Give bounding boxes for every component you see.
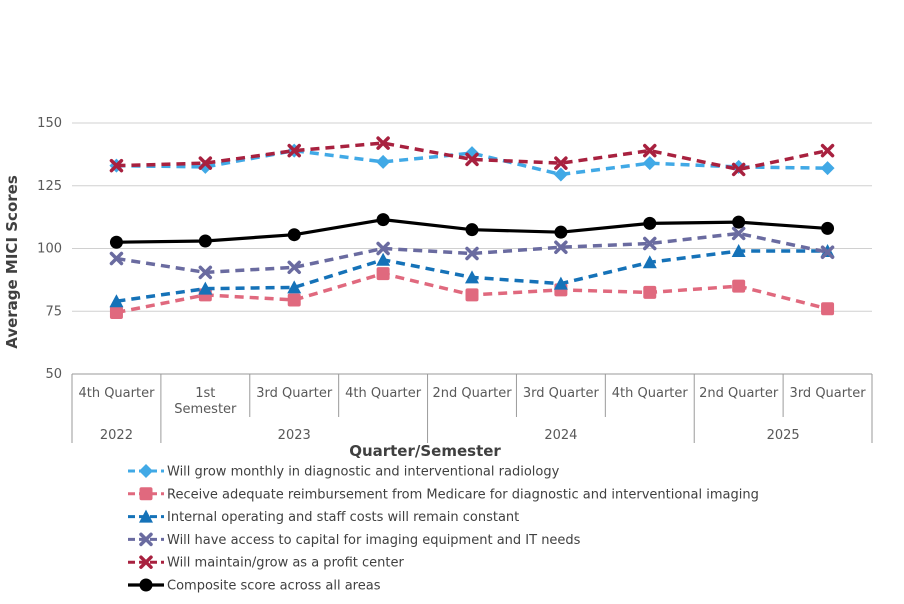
data-point xyxy=(465,223,479,237)
data-point xyxy=(287,280,302,294)
data-point xyxy=(465,246,479,261)
x-year-label: 2024 xyxy=(544,428,577,443)
legend-swatch-marker xyxy=(139,464,153,478)
data-point xyxy=(109,251,124,266)
y-axis-title: Average MICI Scores xyxy=(3,175,21,349)
x-year-label: 2025 xyxy=(767,428,800,443)
x-tick-label: 3rd Quarter xyxy=(523,386,600,401)
series-layer xyxy=(109,136,835,320)
data-point xyxy=(376,136,390,150)
data-point xyxy=(643,143,657,158)
y-tick-label: 50 xyxy=(45,367,62,382)
x-tick-label: 2nd Quarter xyxy=(699,386,779,401)
x-tick-label: 3rd Quarter xyxy=(256,386,333,401)
data-point xyxy=(820,161,835,176)
legend-swatch-marker xyxy=(139,555,153,569)
x-axis-title: Quarter/Semester xyxy=(349,442,501,460)
data-point xyxy=(287,293,301,307)
data-point xyxy=(731,226,746,241)
data-point xyxy=(198,234,212,248)
data-point xyxy=(554,156,568,170)
data-point xyxy=(643,236,657,251)
x-year-label: 2023 xyxy=(278,428,311,443)
y-tick-label: 75 xyxy=(45,304,62,319)
data-point xyxy=(198,265,213,280)
legend-item: Will grow monthly in diagnostic and inte… xyxy=(128,464,560,480)
data-point xyxy=(465,288,479,302)
data-point xyxy=(820,143,835,158)
data-point xyxy=(643,285,657,299)
data-point xyxy=(821,221,835,235)
data-point xyxy=(554,225,568,239)
data-point xyxy=(465,152,479,167)
data-point xyxy=(287,143,301,158)
series-5 xyxy=(109,213,835,249)
legend-label: Will grow monthly in diagnostic and inte… xyxy=(167,465,560,480)
data-point xyxy=(109,294,124,308)
data-point xyxy=(109,158,124,173)
data-point xyxy=(376,213,390,227)
data-point xyxy=(821,302,835,316)
data-point xyxy=(731,244,746,258)
x-tick-label: 4th Quarter xyxy=(345,386,422,401)
gridlines xyxy=(72,122,872,375)
legend-item: Will have access to capital for imaging … xyxy=(128,532,581,548)
x-tick-label: 2nd Quarter xyxy=(432,386,512,401)
series-1 xyxy=(109,267,835,320)
data-point xyxy=(198,281,213,295)
x-tick-label: 4th Quarter xyxy=(612,386,689,401)
y-tick-label: 150 xyxy=(37,116,62,131)
y-tick-label: 100 xyxy=(37,242,62,257)
legend-label: Will maintain/grow as a profit center xyxy=(167,556,404,571)
y-axis-ticks: 50 75 100 125 150 xyxy=(37,116,62,382)
data-point xyxy=(376,267,390,281)
series-3 xyxy=(109,226,835,280)
data-point xyxy=(287,260,301,275)
legend-swatch-marker xyxy=(139,578,153,592)
legend-item: Receive adequate reimbursement from Medi… xyxy=(128,487,759,502)
legend-label: Composite score across all areas xyxy=(167,579,381,594)
x-tick-label: Semester xyxy=(174,402,237,417)
data-point xyxy=(554,240,568,254)
legend-item: Internal operating and staff costs will … xyxy=(128,509,519,525)
data-point xyxy=(820,245,835,260)
data-point xyxy=(732,215,746,229)
x-year-label: 2022 xyxy=(100,428,133,443)
legend-swatch-marker xyxy=(139,487,153,501)
data-point xyxy=(642,156,657,171)
x-tick-label: 3rd Quarter xyxy=(790,386,867,401)
legend: Will grow monthly in diagnostic and inte… xyxy=(128,464,759,594)
data-point xyxy=(376,241,390,256)
data-point xyxy=(643,216,657,230)
legend-label: Receive adequate reimbursement from Medi… xyxy=(167,487,759,502)
series-4 xyxy=(109,136,835,177)
data-point xyxy=(109,235,123,249)
data-point xyxy=(376,154,391,169)
legend-label: Internal operating and staff costs will … xyxy=(167,510,519,525)
y-tick-label: 125 xyxy=(37,179,62,194)
data-point xyxy=(465,270,479,284)
data-point xyxy=(553,167,568,182)
legend-item: Composite score across all areas xyxy=(128,578,381,594)
data-point xyxy=(109,306,123,320)
x-tick-label: 4th Quarter xyxy=(78,386,155,401)
data-point xyxy=(731,162,746,177)
legend-label: Will have access to capital for imaging … xyxy=(167,533,581,548)
data-point xyxy=(642,255,657,269)
data-point xyxy=(376,252,391,266)
data-point xyxy=(553,276,568,290)
legend-swatch-marker xyxy=(139,509,153,523)
legend-item: Will maintain/grow as a profit center xyxy=(128,555,404,571)
data-point xyxy=(198,156,213,170)
x-tick-label: 1st xyxy=(195,386,215,401)
series-0 xyxy=(109,143,835,182)
data-point xyxy=(287,228,301,242)
data-point xyxy=(732,279,746,293)
legend-swatch-marker xyxy=(139,532,153,547)
